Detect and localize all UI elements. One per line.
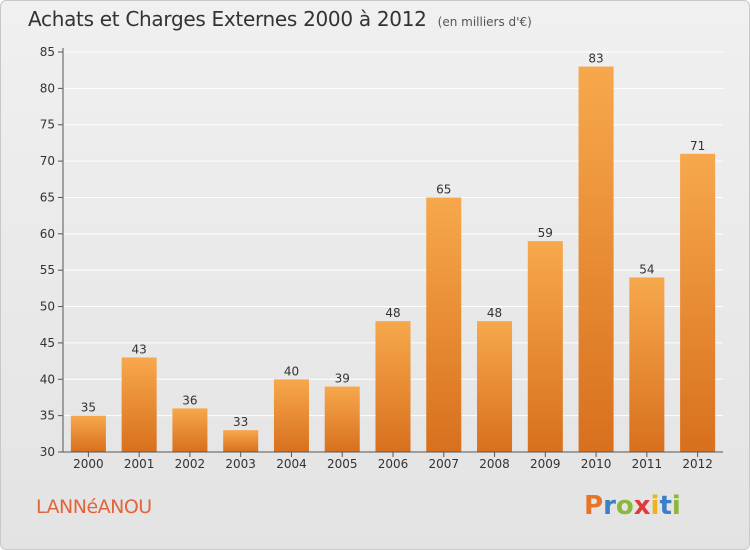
logo-letter: P [584, 491, 604, 521]
data-label-2008: 48 [487, 306, 502, 320]
axes: 30 35 40 45 50 55 60 65 70 75 80 85 2000 2001 2002 2003… [40, 45, 723, 471]
data-label-2006: 48 [385, 306, 400, 320]
data-label-2001: 43 [132, 342, 147, 356]
x-tick-label-2012: 2012 [682, 457, 713, 471]
chart-subtitle: (en milliers d'€) [437, 15, 532, 29]
y-tick-label-75: 75 [40, 118, 55, 132]
proxiti-logo[interactable]: Proxiti [584, 491, 681, 521]
bar-2008 [477, 321, 513, 452]
chart-title: Achats et Charges Externes 2000 à 2012 [28, 7, 427, 31]
x-tick-label-2011: 2011 [632, 457, 663, 471]
bar-2010 [578, 66, 614, 452]
bar-2009 [527, 241, 563, 452]
bar-2001 [121, 357, 157, 452]
logo-letter: x [633, 491, 651, 521]
x-tick-label-2004: 2004 [276, 457, 307, 471]
y-tick-label-65: 65 [40, 190, 55, 204]
data-label-2010: 83 [588, 52, 603, 66]
x-tick-label-2009: 2009 [530, 457, 561, 471]
logo-letter: o [615, 491, 634, 521]
data-label-2004: 40 [284, 364, 299, 378]
x-tick-label-2000: 2000 [73, 457, 104, 471]
data-label-2009: 59 [538, 226, 553, 240]
x-tick-label-2010: 2010 [581, 457, 612, 471]
logo-letter: r [603, 491, 616, 521]
logo-letter: i [650, 491, 660, 521]
data-label-2002: 36 [182, 393, 197, 407]
chart-header: Achats et Charges Externes 2000 à 2012 (… [28, 7, 532, 31]
logo-letter: i [671, 491, 681, 521]
y-tick-label-50: 50 [40, 300, 55, 314]
y-tick-label-60: 60 [40, 227, 55, 241]
x-tick-label-2007: 2007 [428, 457, 459, 471]
data-label-2005: 39 [335, 372, 350, 386]
data-label-2007: 65 [436, 182, 451, 196]
bar-2004 [273, 379, 309, 452]
bar-2007 [426, 197, 462, 452]
y-tick-label-80: 80 [40, 81, 55, 95]
bar-2012 [680, 153, 716, 452]
y-tick-label-70: 70 [40, 154, 55, 168]
y-tick-label-45: 45 [40, 336, 55, 350]
y-tick-label-85: 85 [40, 45, 55, 59]
bar-2000 [70, 415, 106, 452]
y-tick-label-30: 30 [40, 445, 55, 459]
x-tick-label-2001: 2001 [124, 457, 155, 471]
bar-2011 [629, 277, 665, 452]
commune-name: LANNéANOU [36, 496, 152, 518]
data-label-2000: 35 [81, 401, 96, 415]
x-tick-label-2006: 2006 [378, 457, 409, 471]
data-label-2011: 54 [639, 262, 654, 276]
logo-letter: t [659, 491, 672, 521]
x-tick-label-2002: 2002 [175, 457, 206, 471]
x-tick-label-2003: 2003 [225, 457, 256, 471]
bar-2006 [375, 321, 411, 452]
x-tick-label-2008: 2008 [479, 457, 510, 471]
y-tick-label-40: 40 [40, 372, 55, 386]
y-tick-label-55: 55 [40, 263, 55, 277]
bars: 35 43 36 33 40 39 48 65 48 59 83 54 71 [70, 52, 716, 452]
bar-2005 [324, 386, 360, 452]
bar-2003 [223, 430, 259, 452]
data-label-2003: 33 [233, 415, 248, 429]
x-tick-label-2005: 2005 [327, 457, 358, 471]
data-label-2012: 71 [690, 139, 705, 153]
y-tick-label-35: 35 [40, 409, 55, 423]
bar-2002 [172, 408, 208, 452]
